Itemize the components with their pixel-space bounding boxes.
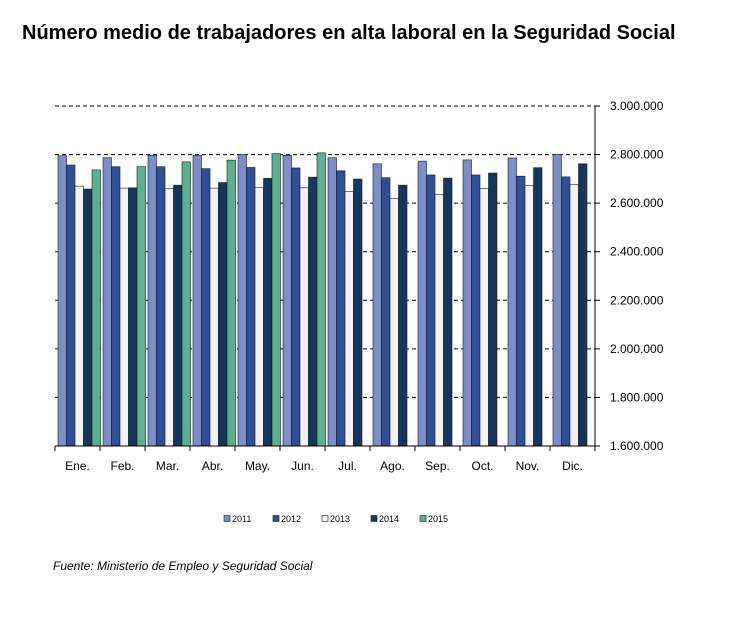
bar-2013-2 bbox=[119, 187, 129, 447]
source-note: Fuente: Ministerio de Empleo y Seguridad… bbox=[53, 559, 313, 573]
bar-2014-10 bbox=[488, 172, 498, 447]
bar-2014-2 bbox=[128, 187, 138, 447]
legend-label-2012: 2012 bbox=[281, 514, 301, 524]
x-tick-label: Feb. bbox=[110, 459, 134, 473]
x-tick-label: Ene. bbox=[65, 459, 90, 473]
bar-2013-12 bbox=[569, 184, 579, 447]
bar-2015-1 bbox=[91, 169, 101, 447]
bars bbox=[57, 152, 588, 447]
bar-2012-4 bbox=[201, 168, 211, 447]
bar-2012-12 bbox=[561, 176, 571, 447]
bar-2012-6 bbox=[291, 167, 301, 447]
legend-swatch-2014 bbox=[370, 515, 378, 522]
bar-2015-3 bbox=[181, 161, 191, 447]
bar-2014-11 bbox=[533, 167, 543, 447]
bar-2015-6 bbox=[316, 152, 326, 447]
bar-2013-9 bbox=[434, 194, 444, 447]
bar-2012-5 bbox=[246, 167, 256, 447]
bar-2012-9 bbox=[426, 174, 436, 447]
bar-2014-7 bbox=[353, 178, 363, 447]
bar-2012-2 bbox=[111, 166, 121, 447]
y-tick-label: 2.200.000 bbox=[610, 293, 664, 307]
x-tick-label: Ago. bbox=[380, 459, 405, 473]
bar-2011-2 bbox=[102, 157, 112, 447]
bar-2012-3 bbox=[156, 166, 166, 447]
bar-2011-11 bbox=[507, 157, 517, 447]
legend-label-2011: 2011 bbox=[232, 514, 251, 524]
bar-2013-5 bbox=[254, 187, 264, 447]
bar-2014-5 bbox=[263, 178, 273, 447]
bar-2014-12 bbox=[578, 163, 588, 447]
bar-2011-9 bbox=[417, 160, 427, 447]
bar-2013-7 bbox=[344, 191, 354, 447]
legend-swatch-2013 bbox=[321, 515, 329, 522]
x-tick-label: Jul. bbox=[338, 459, 357, 473]
legend-label-2015: 2015 bbox=[428, 514, 448, 524]
x-tick-label: Dic. bbox=[562, 459, 583, 473]
bar-2011-12 bbox=[552, 154, 562, 447]
legend: 2011 2012 2013 2014 2015 bbox=[223, 514, 448, 524]
y-tick-label: 2.000.000 bbox=[610, 342, 664, 356]
y-tick-label: 2.400.000 bbox=[610, 245, 664, 259]
x-tick-label: Mar. bbox=[156, 459, 179, 473]
legend-swatch-2015 bbox=[419, 515, 427, 522]
bar-2014-8 bbox=[398, 184, 408, 447]
bar-2011-10 bbox=[462, 159, 472, 447]
bar-2012-11 bbox=[516, 175, 526, 447]
x-tick-label: Oct. bbox=[471, 459, 493, 473]
bar-2014-6 bbox=[308, 176, 318, 447]
bar-2011-7 bbox=[327, 157, 337, 447]
bar-2011-5 bbox=[237, 154, 247, 447]
bar-2013-3 bbox=[164, 188, 174, 447]
legend-swatch-2012 bbox=[272, 515, 280, 522]
bar-2013-8 bbox=[389, 197, 399, 447]
axes: 1.600.000 1.800.000 2.000.000 2.200.000 2.40… bbox=[54, 99, 664, 473]
x-tick-label: May. bbox=[245, 459, 270, 473]
bar-2012-10 bbox=[471, 174, 481, 447]
legend-label-2013: 2013 bbox=[330, 514, 350, 524]
bar-2015-5 bbox=[271, 153, 281, 447]
x-tick-label: Jun. bbox=[291, 459, 314, 473]
bar-2012-7 bbox=[336, 170, 346, 447]
y-tick-label: 2.800.000 bbox=[610, 148, 664, 162]
bar-2011-6 bbox=[282, 155, 292, 447]
bar-2013-11 bbox=[524, 185, 534, 447]
bar-2014-3 bbox=[173, 184, 183, 447]
bar-2011-8 bbox=[372, 163, 382, 447]
bar-2013-6 bbox=[299, 187, 309, 447]
bar-2013-1 bbox=[74, 185, 84, 447]
bar-2014-4 bbox=[218, 182, 228, 447]
bar-2012-8 bbox=[381, 177, 391, 447]
bar-2011-3 bbox=[147, 155, 157, 447]
x-tick-label: Nov. bbox=[516, 459, 540, 473]
legend-swatch-2011 bbox=[223, 515, 231, 522]
bar-2011-1 bbox=[57, 155, 67, 447]
bar-2013-4 bbox=[209, 187, 219, 447]
y-tick-label: 1.800.000 bbox=[610, 390, 664, 404]
y-tick-label: 1.600.000 bbox=[610, 439, 664, 453]
x-tick-label: Sep. bbox=[425, 459, 450, 473]
x-tick-label: Abr. bbox=[202, 459, 223, 473]
bar-2015-4 bbox=[226, 159, 236, 447]
bar-2011-4 bbox=[192, 155, 202, 447]
chart-title: Número medio de trabajadores en alta lab… bbox=[22, 22, 676, 44]
bar-2013-10 bbox=[479, 188, 489, 447]
bar-2014-1 bbox=[83, 188, 93, 447]
y-tick-label: 3.000.000 bbox=[610, 99, 664, 113]
legend-label-2014: 2014 bbox=[379, 514, 399, 524]
bar-2015-2 bbox=[136, 166, 146, 447]
bar-2014-9 bbox=[443, 177, 453, 447]
y-tick-label: 2.600.000 bbox=[610, 196, 664, 210]
bar-2012-1 bbox=[66, 164, 76, 447]
